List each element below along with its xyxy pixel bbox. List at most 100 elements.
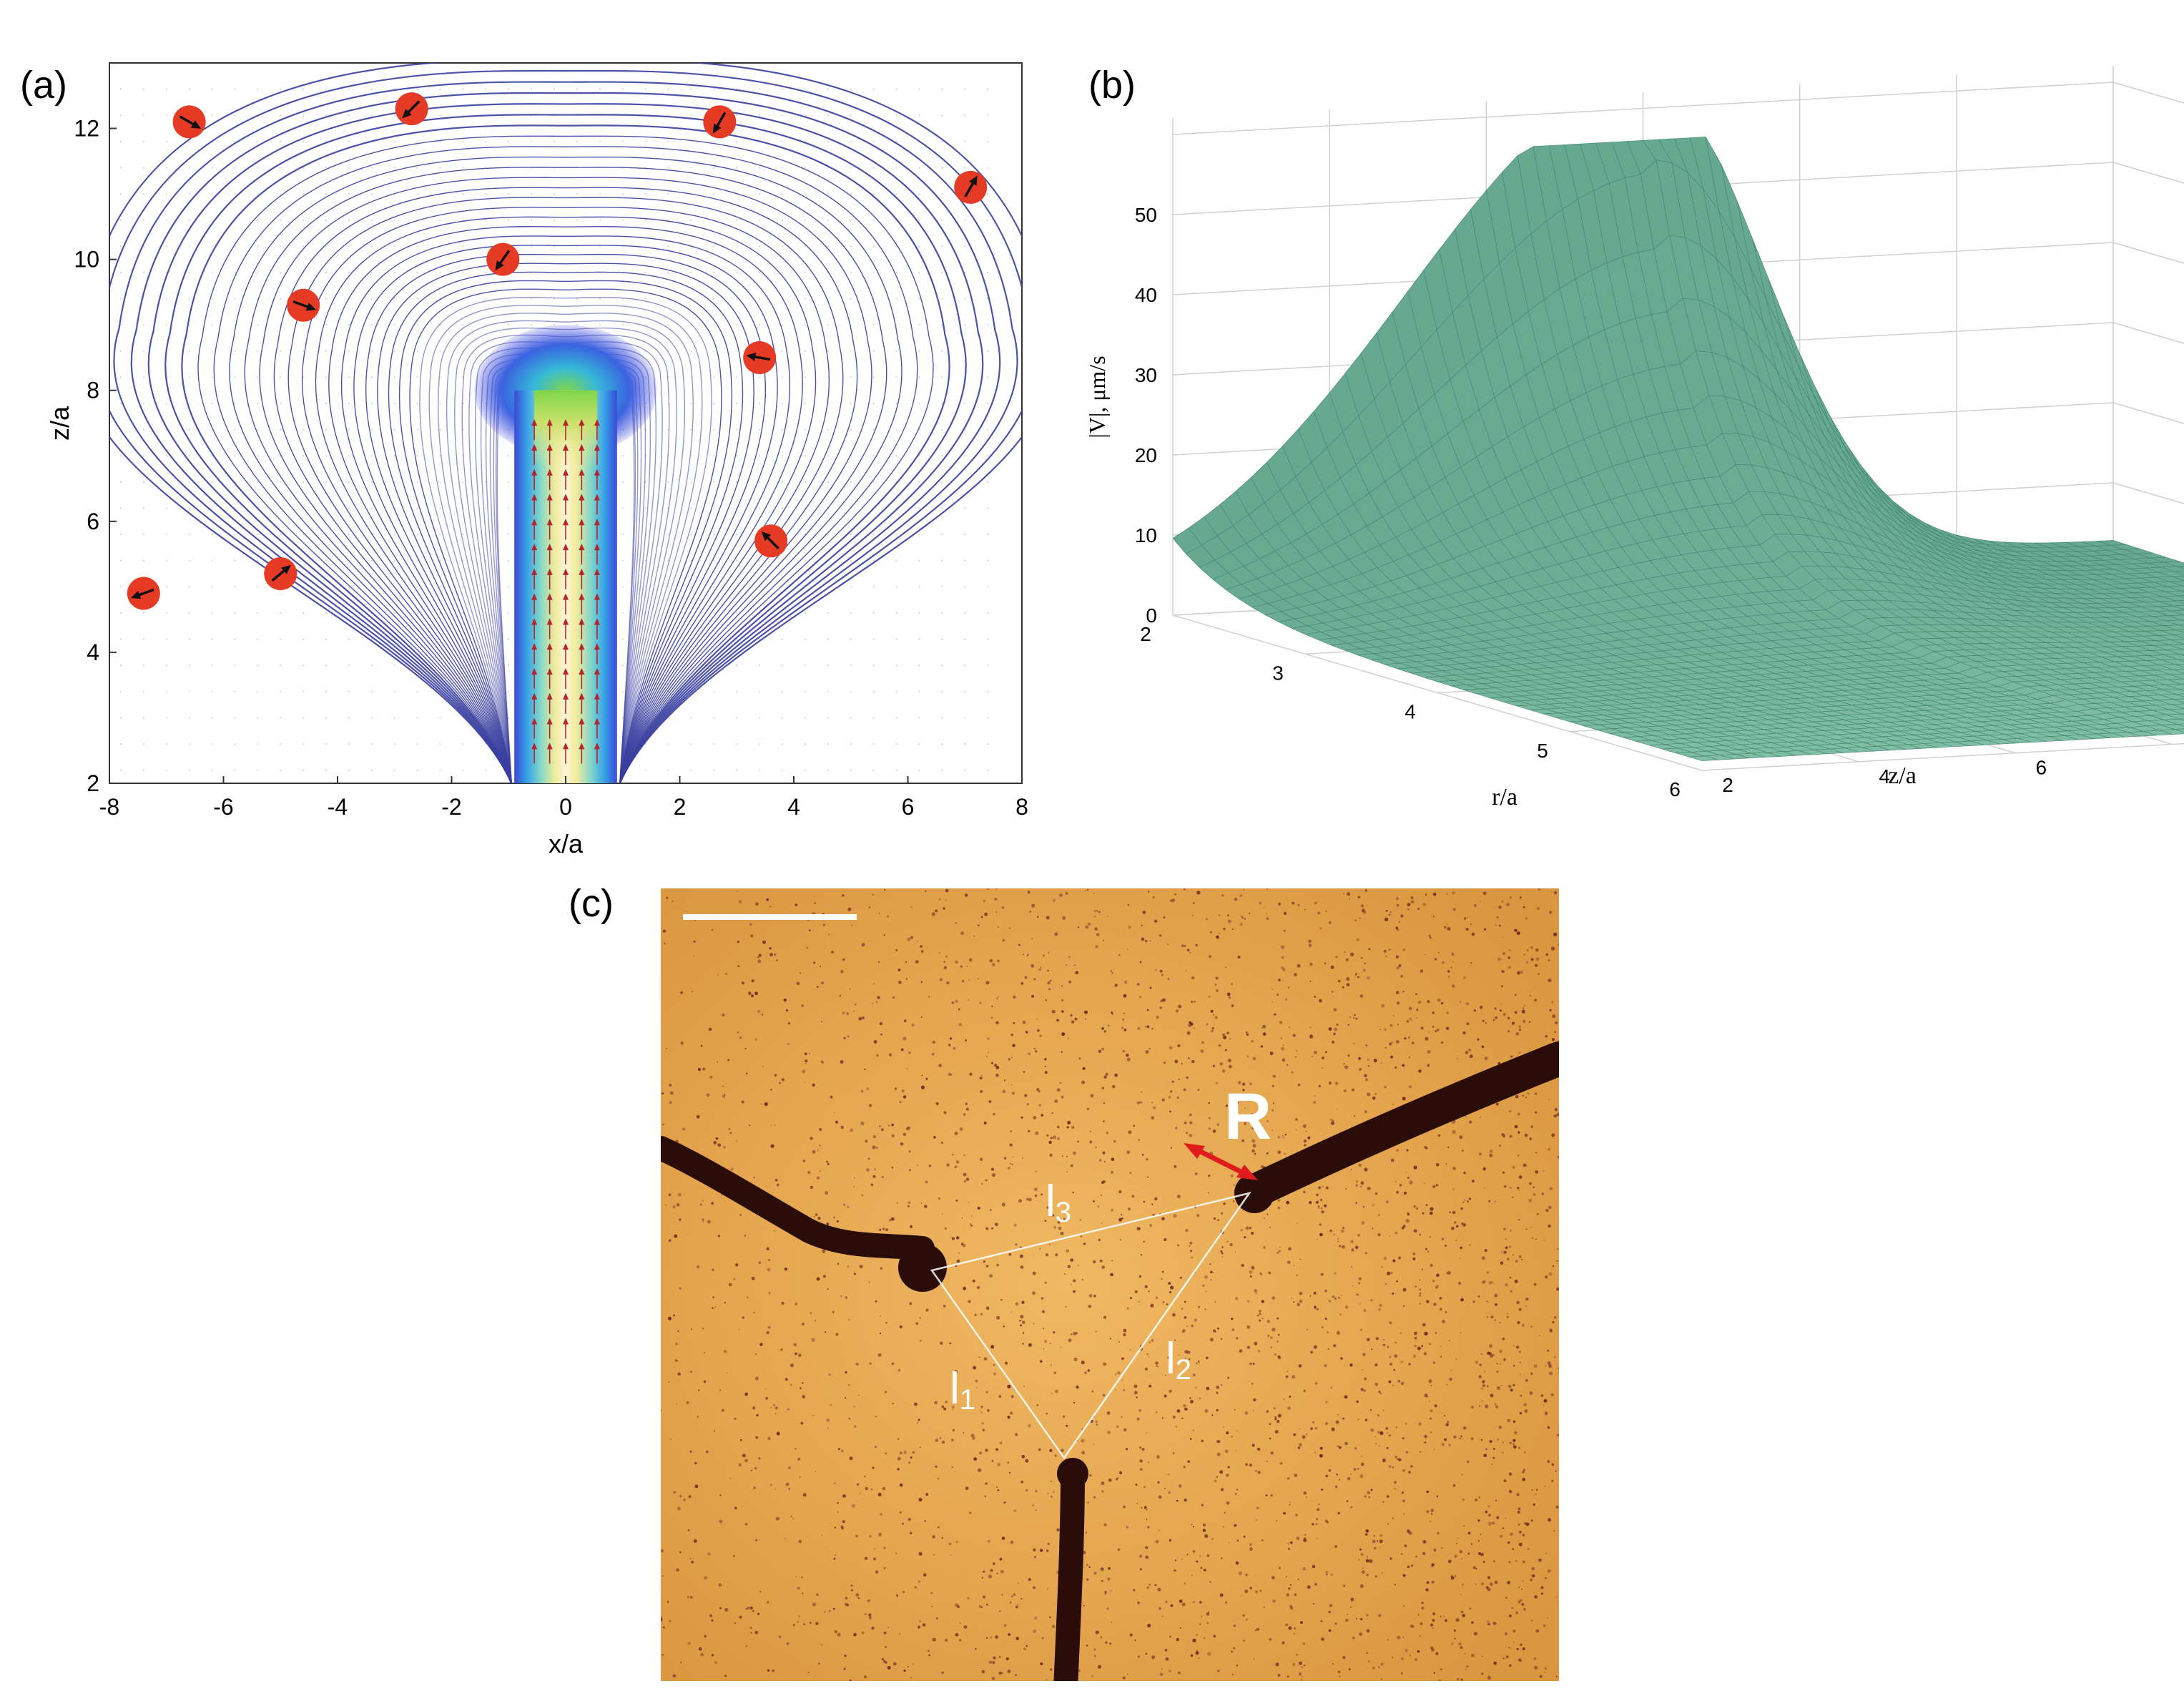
surface-patch — [1554, 400, 1585, 447]
surface-patch — [1909, 513, 1939, 533]
surface-patch — [1849, 486, 1879, 519]
surface-patch — [1979, 691, 2009, 697]
vector-dot — [462, 245, 464, 247]
vector-dot — [987, 245, 989, 247]
vector-dot — [188, 507, 190, 509]
vector-dot — [964, 324, 966, 326]
surface-patch — [1976, 660, 2005, 667]
vector-dot — [142, 586, 144, 588]
surface-patch — [1632, 644, 1663, 653]
vector-dot — [211, 324, 213, 326]
surface-patch — [2067, 570, 2097, 576]
surface-patch — [2110, 671, 2139, 677]
vector-dot — [188, 586, 190, 588]
surface-patch — [2068, 693, 2098, 700]
surface-patch — [1593, 182, 1623, 263]
vector-dot — [370, 455, 373, 457]
surface-patch — [1638, 735, 1668, 741]
surface-patch — [1885, 609, 1916, 618]
vector-dot — [531, 298, 533, 300]
surface-patch — [2161, 659, 2184, 665]
surface-patch — [1986, 739, 2016, 745]
surface-patch — [1570, 651, 1600, 659]
surface-patch — [1172, 527, 1202, 554]
vector-dot — [439, 271, 441, 274]
surface-patch — [1725, 744, 1754, 750]
vector-dot — [895, 534, 897, 536]
vector-dot — [827, 376, 829, 378]
surface-patch — [1563, 702, 1593, 707]
vector-dot — [804, 350, 807, 352]
vector-dot — [644, 167, 646, 169]
surface-patch — [1942, 552, 1971, 566]
surface-patch — [1232, 514, 1263, 544]
streamline — [340, 235, 791, 783]
vector-dot — [416, 612, 418, 614]
vector-dot — [759, 88, 761, 90]
surface-patch — [1951, 540, 1981, 552]
flow-arrow-head — [579, 692, 585, 700]
surface-patch — [1733, 696, 1763, 702]
vector-dot — [987, 298, 989, 300]
surface-patch — [1800, 460, 1831, 496]
surface-patch — [1866, 617, 1898, 627]
surface-patch — [1894, 527, 1924, 549]
vector-dot — [781, 219, 784, 221]
vector-dot — [302, 114, 305, 117]
surface-patch — [1769, 442, 1799, 479]
surface-patch — [1961, 697, 1991, 703]
surface-patch — [1675, 752, 1705, 758]
surface-patch — [1574, 710, 1604, 717]
surface-patch — [1703, 476, 1734, 505]
surface-patch — [1678, 570, 1708, 587]
surface-patch — [1501, 155, 1531, 249]
surface-patch — [1785, 682, 1815, 689]
vector-dot — [416, 140, 418, 142]
surface-patch — [1246, 534, 1276, 559]
grid-line — [1486, 597, 2016, 754]
vector-dot — [941, 114, 943, 117]
surface-patch — [1230, 543, 1260, 567]
surface-patch — [2107, 583, 2136, 589]
surface-patch — [2152, 615, 2182, 622]
surface-patch — [1763, 323, 1793, 392]
vector-dot — [165, 638, 167, 640]
surface-patch — [1993, 619, 2022, 627]
surface-patch — [1761, 732, 1791, 739]
surface-patch — [2133, 592, 2163, 598]
vector-dot — [302, 245, 305, 247]
surface-patch — [1895, 675, 1924, 682]
surface-patch — [2084, 692, 2114, 699]
vector-dot — [142, 559, 144, 562]
surface-patch — [1774, 534, 1805, 552]
vector-dot — [827, 612, 829, 614]
vector-dot — [257, 481, 259, 483]
surface-patch — [1779, 727, 1809, 733]
vector-dot — [987, 167, 989, 169]
vector-dot — [393, 481, 395, 483]
surface-patch — [1723, 716, 1753, 722]
surface-patch — [2148, 562, 2178, 568]
vector-dot — [576, 140, 579, 142]
vector-dot — [872, 192, 875, 195]
surface-patch — [1784, 645, 1814, 654]
surface-patch — [2131, 690, 2161, 697]
surface-patch — [2007, 728, 2037, 734]
vector-dot — [781, 167, 784, 169]
surface-patch — [1751, 655, 1780, 663]
r-double-arrow — [1191, 1145, 1251, 1179]
surface-patch — [1975, 557, 2005, 568]
streamline — [461, 334, 670, 783]
surface-patch — [1996, 720, 2026, 725]
surface-patch — [2002, 737, 2032, 744]
surface-patch — [2080, 733, 2110, 740]
surface-patch — [1781, 693, 1810, 700]
surface-patch — [1684, 237, 1715, 307]
surface-patch — [2018, 670, 2047, 676]
bacterium-direction-arrow — [403, 100, 420, 117]
vector-dot — [485, 324, 487, 326]
vector-dot — [964, 402, 966, 405]
surface-patch — [1661, 720, 1691, 725]
grid-line — [1172, 614, 1703, 771]
surface-patch — [1722, 432, 1752, 466]
